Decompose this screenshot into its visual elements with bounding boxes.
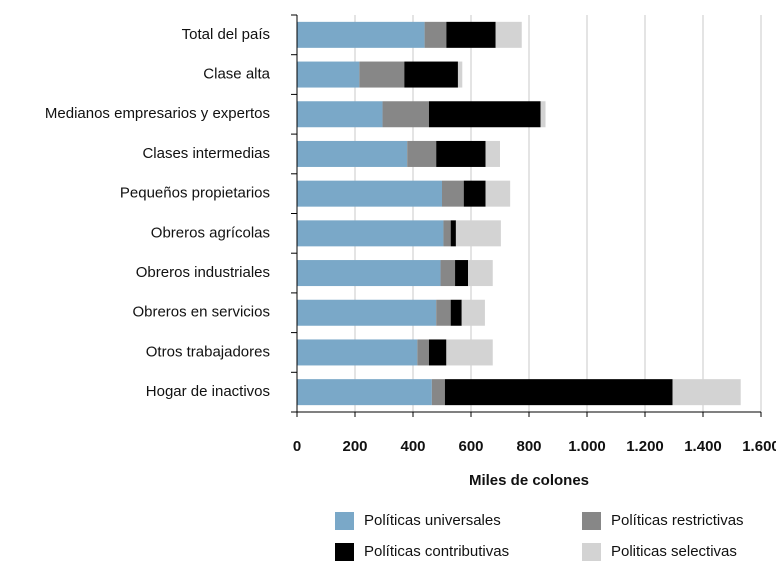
- bar-segment: [443, 220, 451, 247]
- bar-segment: [297, 339, 418, 366]
- x-tick-label: 600: [458, 438, 483, 455]
- bar-segment: [485, 140, 500, 167]
- bar-segment: [540, 101, 546, 128]
- x-tick-label: 1.400: [684, 438, 722, 455]
- y-tick-label: Medianos empresarios y expertos: [45, 105, 270, 122]
- bar-segment: [297, 21, 425, 48]
- bar-segment: [455, 220, 501, 247]
- y-tick-label: Obreros agrícolas: [151, 224, 270, 241]
- bar-segment: [297, 260, 441, 287]
- y-tick-label: Otros trabajadores: [146, 343, 270, 360]
- bar-segment: [382, 101, 429, 128]
- bar-segment: [436, 140, 486, 167]
- y-tick-label: Total del país: [182, 26, 270, 43]
- bar-segment: [672, 379, 741, 406]
- bar-segment: [450, 220, 456, 247]
- bar-segment: [444, 379, 673, 406]
- bar-segment: [468, 260, 493, 287]
- legend-swatch: [582, 512, 601, 530]
- bar-segment: [297, 61, 360, 88]
- bar-segment: [461, 299, 485, 326]
- x-tick-label: 400: [400, 438, 425, 455]
- legend-swatch: [582, 543, 601, 561]
- bar-segment: [485, 180, 511, 207]
- bar-segment: [417, 339, 429, 366]
- bar-segment: [450, 299, 462, 326]
- bar-segment: [431, 379, 445, 406]
- legend-label: Políticas universales: [364, 512, 501, 529]
- y-tick-label: Pequeños propietarios: [120, 185, 270, 202]
- bar-segment: [407, 140, 437, 167]
- bar-segment: [428, 101, 541, 128]
- bar-segment: [297, 101, 383, 128]
- x-axis-label: Miles de colones: [469, 472, 589, 489]
- legend-label: Políticas contributivas: [364, 543, 509, 560]
- bar-segment: [455, 260, 469, 287]
- x-tick-label: 0: [293, 438, 301, 455]
- y-tick-label: Clases intermedias: [142, 145, 270, 162]
- bar-segment: [297, 180, 442, 207]
- legend-label: Politicas selectivas: [611, 543, 737, 560]
- bar-segment: [457, 61, 463, 88]
- x-tick-label: 1.600: [742, 438, 776, 455]
- bar-segment: [404, 61, 458, 88]
- bar-segment: [359, 61, 405, 88]
- bar-segment: [442, 180, 464, 207]
- bar-segment: [436, 299, 451, 326]
- legend-label: Políticas restrictivas: [611, 512, 744, 529]
- y-tick-label: Obreros industriales: [136, 264, 270, 281]
- x-tick-label: 1.000: [568, 438, 606, 455]
- bar-segment: [440, 260, 456, 287]
- bar-segment: [446, 21, 496, 48]
- x-tick-label: 200: [342, 438, 367, 455]
- y-tick-label: Obreros en servicios: [132, 304, 270, 321]
- x-tick-label: 800: [516, 438, 541, 455]
- bar-segment: [297, 140, 408, 167]
- bar-segment: [297, 299, 437, 326]
- y-tick-label: Clase alta: [203, 66, 270, 83]
- bar-segment: [297, 379, 432, 406]
- bar-segment: [446, 339, 493, 366]
- bar-segment: [424, 21, 447, 48]
- x-tick-label: 1.200: [626, 438, 664, 455]
- legend-swatch: [335, 543, 354, 561]
- bar-segment: [428, 339, 447, 366]
- bar-segment: [463, 180, 486, 207]
- y-tick-label: Hogar de inactivos: [146, 383, 270, 400]
- legend-swatch: [335, 512, 354, 530]
- bar-segment: [297, 220, 444, 247]
- bar-segment: [495, 21, 522, 48]
